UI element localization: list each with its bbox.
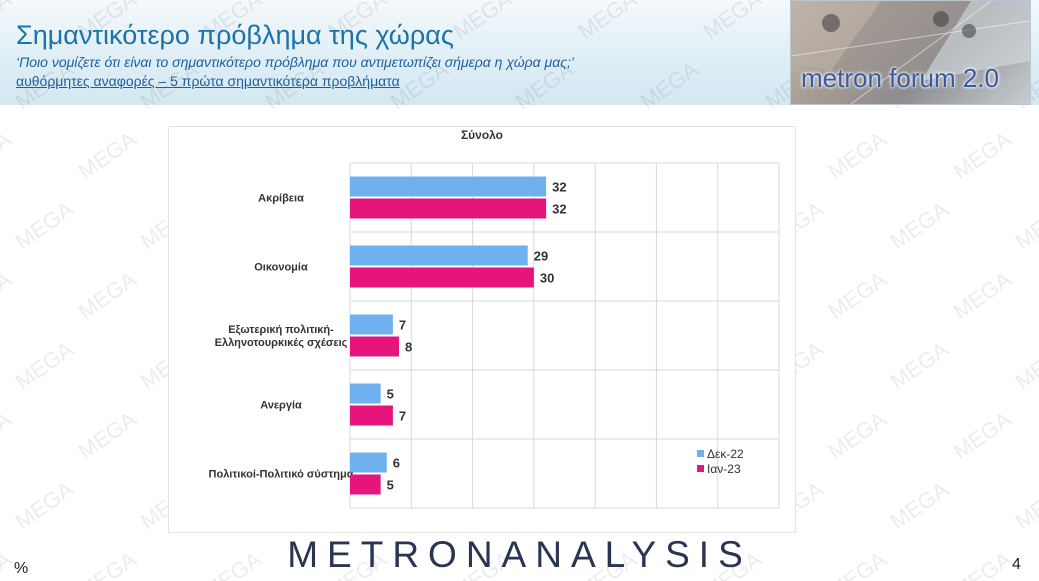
data-label: 29 [534,249,548,264]
chart-panel: Σύνολο Ακρίβεια 32 32 Οικονομία 29 30 Εξωτερική… [168,126,796,533]
metron-forum-logo: metron forum 2.0 [790,0,1031,105]
category-label: Οικονομία [254,262,308,274]
unit-label: % [14,560,29,577]
watermark-text: MEGA [11,336,79,394]
data-label: 32 [552,202,566,217]
logo-background-art [791,1,1030,104]
chart-title: Σύνολο [461,128,503,142]
data-label: 30 [540,271,554,286]
category-label-line: Ακρίβεια [258,193,304,205]
bar-dek22 [350,314,393,335]
legend-label: Ιαν-23 [707,462,741,476]
bar-ian23 [350,267,534,288]
watermark-text: MEGA [886,336,954,394]
bar-ian23 [350,336,400,357]
category-label: Πολιτικοί-Πολιτικό σύστημα [209,469,354,481]
bar-ian23 [350,198,547,219]
data-label: 7 [399,318,406,333]
watermark-text: MEGA [949,406,1017,464]
data-label: 5 [387,387,394,402]
category-label-line: Ανεργία [260,400,302,412]
watermark-text: MEGA [0,126,16,184]
watermark-text: MEGA [74,266,142,324]
watermark-text: MEGA [1011,336,1039,394]
survey-note: αυθόρμητες αναφορές – 5 πρώτα σημαντικότ… [16,73,400,89]
slide-title: Σημαντικότερο πρόβλημα της χώρας [16,20,454,50]
category-label: Ακρίβεια [258,193,304,205]
watermark-text: MEGA [1011,196,1039,254]
bar-dek22 [350,176,547,197]
watermark-text: MEGA [824,126,892,184]
bar-ian23 [350,474,381,495]
survey-question: ‘Ποιο νομίζετε ότι είναι το σημαντικότερ… [16,54,574,70]
watermark-text: MEGA [949,126,1017,184]
data-label: 32 [552,180,566,195]
legend-label: Δεκ-22 [707,447,744,461]
bar-ian23 [350,405,393,426]
watermark-text: MEGA [11,196,79,254]
legend-swatch [697,465,704,472]
watermark-text: MEGA [949,266,1017,324]
logo-text: metron forum 2.0 [801,63,999,93]
bar-chart: Σύνολο Ακρίβεια 32 32 Οικονομία 29 30 Εξωτερική… [209,128,780,509]
data-label: 7 [399,409,406,424]
category-label-line: Πολιτικοί-Πολιτικό σύστημα [209,469,354,481]
category-label-line: Ελληνοτουρκικές σχέσεις [215,337,348,349]
watermark-text: MEGA [886,196,954,254]
category-label-line: Εξωτερική πολιτική- [228,324,334,336]
watermark-text: MEGA [0,266,16,324]
watermark-text: MEGA [74,126,142,184]
category-label: Ανεργία [260,400,302,412]
watermark-text: MEGA [824,406,892,464]
bar-dek22 [350,452,387,473]
category-label: Εξωτερική πολιτική-Ελληνοτουρκικές σχέσε… [215,324,348,349]
watermark-text: MEGA [824,266,892,324]
legend-swatch [697,450,704,457]
watermark-text: MEGA [74,406,142,464]
metronanalysis-brand: METRONANALYSIS [287,534,752,575]
bar-dek22 [350,245,528,266]
page-number: 4 [1012,556,1021,573]
data-label: 6 [393,456,400,471]
category-label-line: Οικονομία [254,262,308,274]
watermark-text: MEGA [0,406,16,464]
bar-dek22 [350,383,381,404]
data-label: 8 [405,340,412,355]
watermark-text: MEGA [886,476,954,534]
watermark-text: MEGA [1011,476,1039,534]
data-label: 5 [387,478,394,493]
watermark-text: MEGA [11,476,79,534]
